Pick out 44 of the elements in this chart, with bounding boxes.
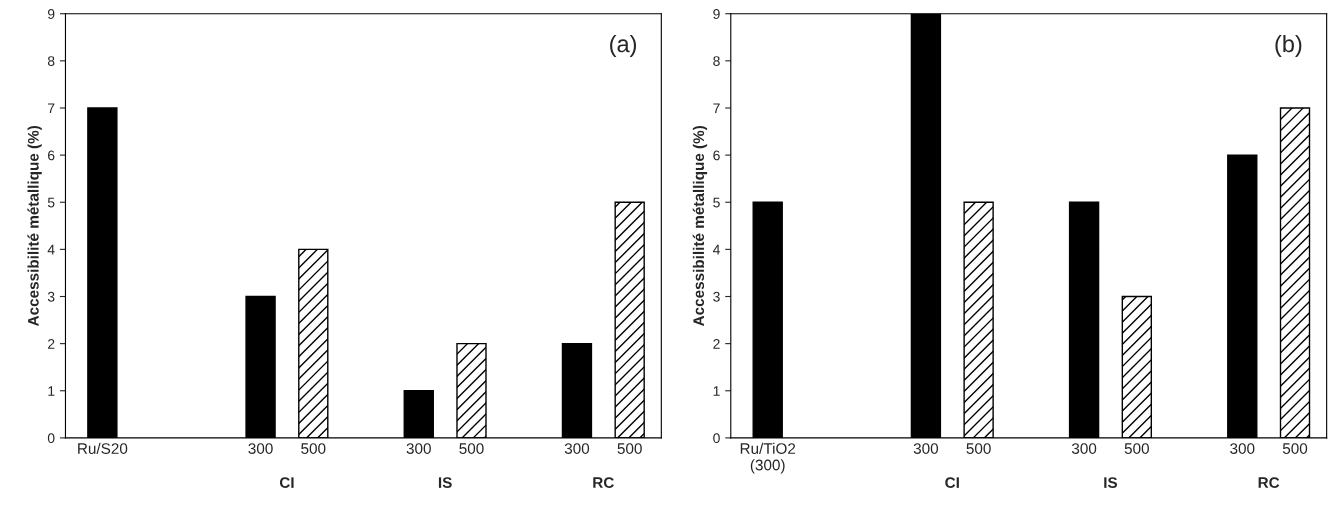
y-tick-label: 0 xyxy=(47,433,55,444)
y-tick-label: 3 xyxy=(47,291,55,302)
y-tick-label: 5 xyxy=(47,197,55,208)
text: CI xyxy=(279,477,294,489)
y-tick-label: 9 xyxy=(47,9,55,19)
annotation: (b) xyxy=(1275,34,1302,57)
text: RC xyxy=(593,477,614,489)
y-tick-label: 6 xyxy=(48,150,55,161)
annotation: (a) xyxy=(610,34,637,57)
x-tick-label: 300 xyxy=(913,443,939,454)
y-tick-label: 8 xyxy=(47,56,55,67)
y-tick-label: 3 xyxy=(713,291,720,302)
y-tick-label: 5 xyxy=(713,197,720,208)
y-tick-label: 6 xyxy=(713,150,720,161)
x-tick-label: 300 xyxy=(564,443,590,454)
y-tick-label: 8 xyxy=(713,56,720,67)
y-axis-title: Accessibilité métallique (%) xyxy=(27,125,42,327)
x-tick-label: Ru/S20 xyxy=(78,442,128,454)
x-tick-label: 500 xyxy=(1282,443,1308,454)
y-tick-label: 2 xyxy=(713,338,720,349)
x-tick-label: 300 xyxy=(248,443,273,454)
text: CI xyxy=(945,477,959,489)
x-tick-label: 500 xyxy=(459,443,484,454)
y-axis-title: Accessibilité métallique (%) xyxy=(692,125,708,327)
y-tick-label: 7 xyxy=(713,103,720,114)
y-tick-label: 2 xyxy=(48,338,55,349)
y-tick-label: 9 xyxy=(713,9,720,19)
x-tick-label: 300 xyxy=(406,443,431,454)
y-tick-label: 1 xyxy=(48,386,55,396)
x-tick-label: 500 xyxy=(617,443,642,454)
y-tick-label: 7 xyxy=(48,103,55,114)
y-tick-label: 0 xyxy=(713,433,720,444)
y-tick-label: 4 xyxy=(47,244,55,255)
x-tick-label: 300 xyxy=(1230,443,1255,454)
x-tick-label: 300 xyxy=(1071,443,1097,454)
x-tick-label: 500 xyxy=(966,443,991,454)
text: IS xyxy=(438,477,452,489)
x-tick-label: 500 xyxy=(301,443,326,454)
x-tick-label: 500 xyxy=(1124,443,1149,454)
y-tick-label: 1 xyxy=(713,386,720,396)
x-tick-label: Ru/TiO2 (300) xyxy=(740,442,796,474)
text: IS xyxy=(1104,477,1118,489)
y-tick-label: 4 xyxy=(712,244,720,255)
text: RC xyxy=(1258,477,1280,489)
